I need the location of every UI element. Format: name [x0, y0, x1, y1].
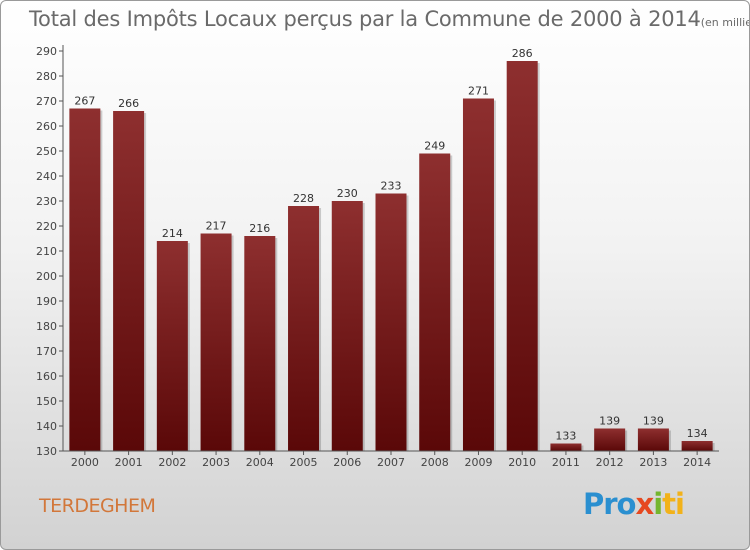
logo-part-1: Pro — [583, 487, 636, 521]
proxiti-logo: Proxiti — [583, 487, 685, 521]
x-tick-label: 2003 — [202, 456, 230, 469]
bar — [113, 111, 145, 451]
y-tick-label: 130 — [36, 445, 57, 458]
logo-part-3: i — [653, 487, 663, 521]
bar-value-label: 286 — [512, 47, 533, 60]
bar-value-label: 271 — [468, 85, 489, 98]
bar — [200, 233, 232, 451]
bar — [156, 241, 188, 451]
x-tick-label: 2004 — [246, 456, 274, 469]
y-tick-label: 180 — [36, 320, 57, 333]
y-tick-label: 220 — [36, 220, 57, 233]
bar — [594, 428, 626, 451]
y-tick-label: 260 — [36, 120, 57, 133]
x-axis: 2000 2001 2002 2003 2004 2005 2006 2007 2008 2009… — [63, 450, 719, 469]
bar-value-label: 266 — [118, 97, 139, 110]
bars: 267 266 214 217 216 228 230 233 249 271 286 133 139 1… — [69, 47, 715, 451]
y-tick-label: 210 — [36, 245, 57, 258]
y-tick-label: 230 — [36, 195, 57, 208]
bar-value-label: 230 — [337, 187, 358, 200]
x-tick-label: 2000 — [71, 456, 99, 469]
y-tick-label: 240 — [36, 170, 57, 183]
bar — [69, 108, 101, 451]
x-tick-label: 2002 — [158, 456, 186, 469]
x-tick-label: 2013 — [639, 456, 667, 469]
y-tick-label: 150 — [36, 395, 57, 408]
bar-value-label: 233 — [381, 180, 402, 193]
bar — [375, 193, 407, 451]
bar-value-label: 228 — [293, 192, 314, 205]
y-tick-label: 140 — [36, 420, 57, 433]
bar-value-label: 139 — [599, 415, 620, 428]
y-tick-label: 270 — [36, 95, 57, 108]
y-tick-label: 170 — [36, 345, 57, 358]
x-tick-label: 2014 — [683, 456, 711, 469]
y-tick-label: 290 — [36, 45, 57, 58]
y-tick-label: 250 — [36, 145, 57, 158]
chart-title-unit: (en milliers d'€) — [700, 16, 749, 29]
chart-title-text: Total des Impôts Locaux perçus par la Co… — [29, 7, 701, 31]
x-tick-label: 2010 — [508, 456, 536, 469]
bar-value-label: 267 — [74, 95, 95, 108]
chart-title: Total des Impôts Locaux perçus par la Co… — [29, 7, 749, 31]
bar-value-label: 216 — [249, 222, 270, 235]
bar-value-label: 214 — [162, 227, 183, 240]
x-tick-label: 2005 — [290, 456, 318, 469]
logo-part-4: ti — [662, 487, 685, 521]
bar-value-label: 249 — [424, 140, 445, 153]
bar — [637, 428, 669, 451]
bar — [244, 236, 276, 451]
y-tick-label: 160 — [36, 370, 57, 383]
bar-value-label: 139 — [643, 415, 664, 428]
commune-name: TERDEGHEM — [39, 495, 156, 517]
y-tick-label: 280 — [36, 70, 57, 83]
x-tick-label: 2006 — [333, 456, 361, 469]
bar-value-label: 134 — [687, 427, 708, 440]
bar-value-label: 133 — [555, 430, 576, 443]
bar — [506, 61, 538, 451]
x-tick-label: 2007 — [377, 456, 405, 469]
bar — [550, 443, 582, 451]
bar — [419, 153, 451, 451]
y-tick-label: 200 — [36, 270, 57, 283]
y-tick-label: 190 — [36, 295, 57, 308]
bar-value-label: 217 — [206, 220, 227, 233]
logo-part-2: x — [635, 487, 654, 521]
x-tick-label: 2008 — [421, 456, 449, 469]
bar — [331, 201, 363, 451]
y-axis: 130 140 150 160 170 180 190 200 210 220 230 240 250 2… — [36, 45, 64, 458]
x-tick-label: 2011 — [552, 456, 580, 469]
bar — [462, 98, 494, 451]
x-tick-label: 2012 — [596, 456, 624, 469]
x-tick-label: 2001 — [115, 456, 143, 469]
bar — [681, 441, 713, 451]
bar — [288, 206, 320, 451]
x-tick-label: 2009 — [464, 456, 492, 469]
